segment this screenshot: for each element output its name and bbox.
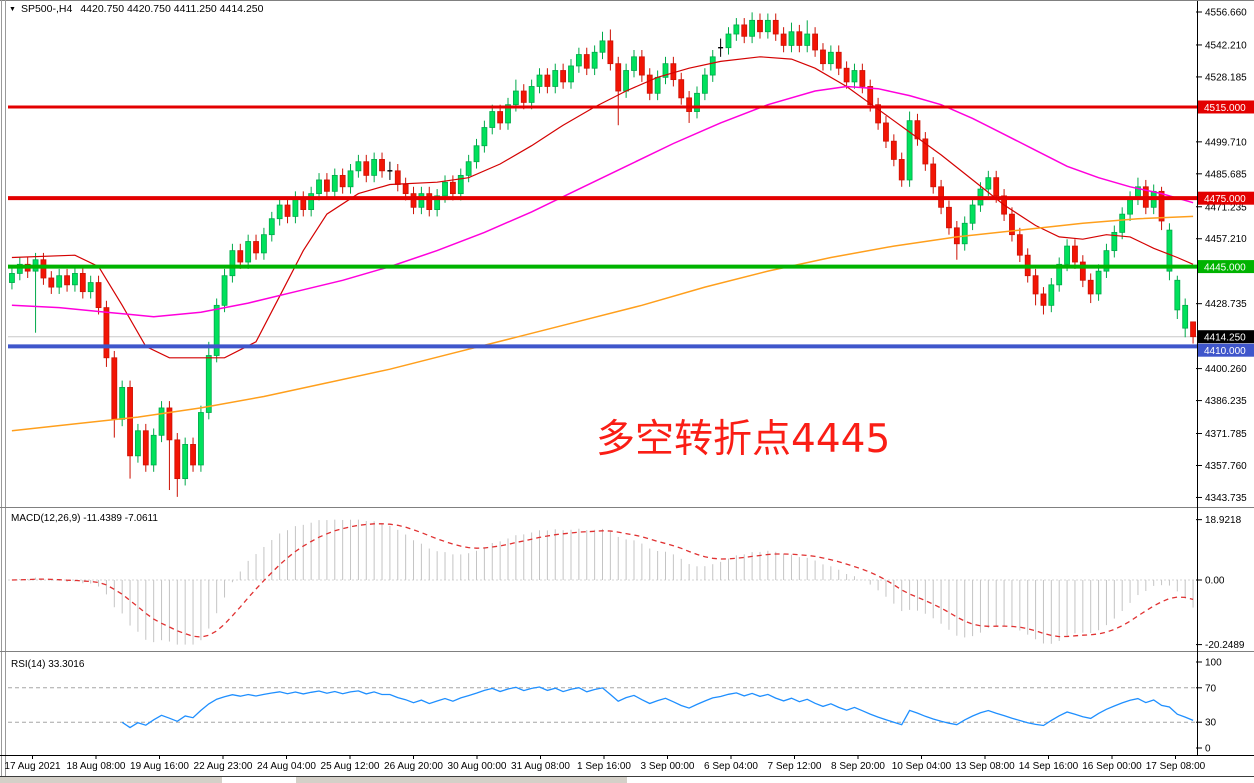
- triangle-down-icon: ▼: [9, 6, 16, 13]
- macd-signal-line: [11, 523, 1194, 638]
- price-tick-label: 4386.235: [1205, 396, 1247, 407]
- time-tick-label: 3 Sep 00:00: [641, 761, 695, 772]
- rsi-line: [121, 686, 1194, 729]
- rsi-tick-label: 0: [1205, 744, 1211, 755]
- macd-histogram: [19, 519, 1194, 645]
- price-tick-label: 4556.660: [1205, 8, 1247, 19]
- time-tick-label: 13 Sep 08:00: [955, 761, 1015, 772]
- time-tick-label: 7 Sep 12:00: [768, 761, 822, 772]
- price-tick-label: 4428.735: [1205, 299, 1247, 310]
- symbol-period-label: SP500-,H4: [20, 3, 73, 15]
- slow-ma-line: [11, 215, 1194, 432]
- candles-layer: [9, 12, 1196, 497]
- rsi-tick-label: 70: [1205, 683, 1217, 694]
- time-tick-label: 17 Aug 2021: [4, 761, 61, 772]
- price-tick-label: 4357.760: [1205, 461, 1247, 472]
- price-tick-label: 4371.785: [1205, 429, 1247, 440]
- price-tick-label: 4400.260: [1205, 364, 1247, 375]
- macd-indicator-label: MACD(12,26,9) -11.4389 -7.0611: [11, 513, 158, 524]
- price-tick-label: 4343.735: [1205, 493, 1247, 504]
- macd-tick-label: -20.2489: [1205, 640, 1245, 651]
- time-tick-label: 30 Aug 00:00: [448, 761, 507, 772]
- time-tick-label: 24 Aug 04:00: [257, 761, 316, 772]
- ohlc-values-label: 4420.750 4420.750 4411.250 4414.250: [80, 3, 264, 15]
- time-tick-label: 18 Aug 08:00: [67, 761, 126, 772]
- time-tick-label: 17 Sep 08:00: [1146, 761, 1206, 772]
- time-tick-label: 26 Aug 20:00: [384, 761, 443, 772]
- time-tick-label: 22 Aug 23:00: [194, 761, 253, 772]
- price-badge-label: 4410.000: [1204, 346, 1246, 357]
- rsi-tick-label: 100: [1205, 658, 1222, 669]
- time-tick-label: 10 Sep 04:00: [892, 761, 952, 772]
- price-tick-label: 4485.685: [1205, 169, 1247, 180]
- price-tick-label: 4471.235: [1205, 202, 1247, 213]
- price-tick-label: 4542.210: [1205, 40, 1247, 51]
- price-tick-label: 4499.710: [1205, 137, 1247, 148]
- time-tick-label: 8 Sep 20:00: [831, 761, 885, 772]
- bottom-strip-segment: [0, 777, 222, 783]
- price-badge-label: 4475.000: [1204, 194, 1246, 205]
- mid-ma-line: [11, 85, 1194, 318]
- chart-annotation-text[interactable]: 多空转折点4445: [596, 417, 891, 462]
- time-tick-label: 14 Sep 16:00: [1019, 761, 1079, 772]
- price-badge: [1198, 260, 1254, 274]
- price-tick-label: 4528.185: [1205, 72, 1247, 83]
- rsi-indicator-label: RSI(14) 33.3016: [11, 659, 85, 670]
- time-tick-label: 31 Aug 08:00: [511, 761, 570, 772]
- price-badge: [1198, 191, 1254, 205]
- price-badge: [1198, 100, 1254, 114]
- time-tick-label: 16 Sep 00:00: [1082, 761, 1142, 772]
- bottom-strip-segment: [296, 777, 627, 783]
- price-badge-label: 4445.000: [1204, 263, 1246, 274]
- price-badge-label: 4414.250: [1204, 333, 1246, 344]
- price-badge: [1198, 330, 1254, 344]
- price-badge-label: 4515.000: [1204, 103, 1246, 114]
- price-badge: [1198, 343, 1254, 357]
- macd-tick-label: 0.00: [1205, 576, 1225, 587]
- time-tick-label: 19 Aug 16:00: [130, 761, 189, 772]
- fast-ma-line: [11, 56, 1194, 359]
- time-tick-label: 1 Sep 16:00: [577, 761, 631, 772]
- chart-title: ▼ SP500-,H4 4420.750 4420.750 4411.250 441…: [9, 3, 263, 15]
- time-tick-label: 6 Sep 04:00: [704, 761, 758, 772]
- time-tick-label: 25 Aug 12:00: [321, 761, 380, 772]
- price-tick-label: 4457.210: [1205, 234, 1247, 245]
- macd-tick-label: 18.9218: [1205, 515, 1242, 526]
- rsi-tick-label: 30: [1205, 718, 1217, 729]
